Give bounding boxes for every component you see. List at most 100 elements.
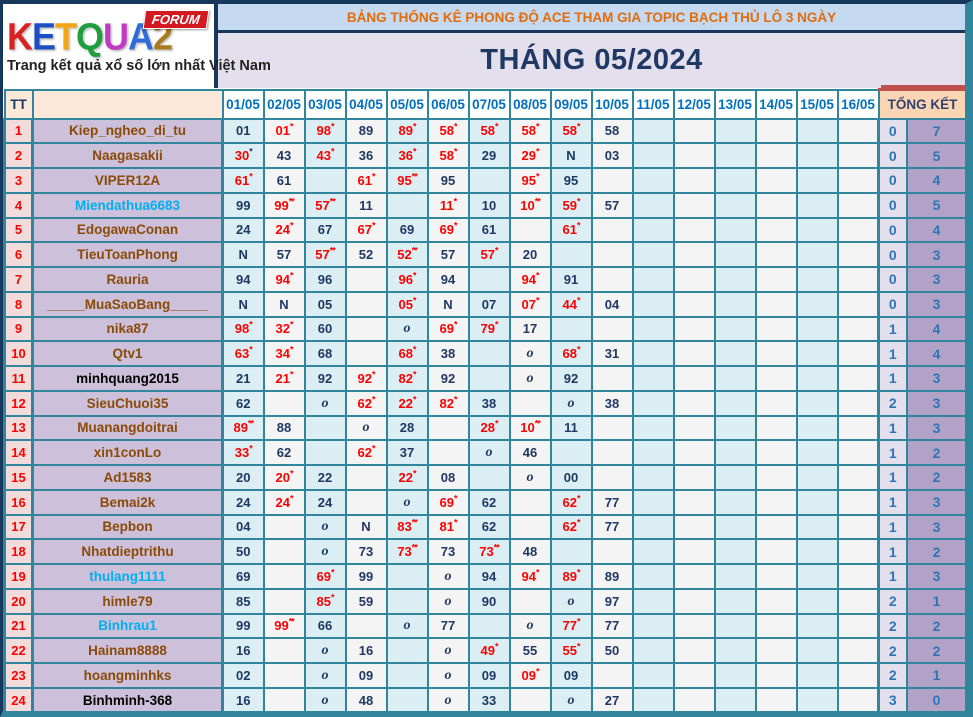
member-name[interactable]: thulang1111: [31, 563, 224, 590]
day-cell[interactable]: 09*: [508, 662, 552, 689]
day-cell[interactable]: [836, 340, 880, 367]
day-cell[interactable]: 77*: [549, 612, 593, 640]
day-cell[interactable]: o: [426, 662, 470, 689]
day-cell[interactable]: [508, 513, 552, 541]
day-cell[interactable]: N: [262, 290, 306, 318]
col-header-total[interactable]: TỔNG KẾT: [877, 88, 965, 120]
day-cell[interactable]: [508, 389, 552, 417]
day-cell[interactable]: [631, 266, 675, 293]
day-cell[interactable]: 38: [467, 389, 511, 417]
day-cell[interactable]: 60: [303, 315, 347, 343]
day-cell[interactable]: [795, 216, 839, 244]
day-cell[interactable]: 62*: [344, 439, 388, 466]
day-cell[interactable]: 33*: [221, 439, 265, 466]
day-cell[interactable]: 24*: [262, 216, 306, 244]
day-cell[interactable]: [672, 142, 716, 169]
day-cell[interactable]: 48: [508, 538, 552, 565]
day-cell[interactable]: [713, 513, 757, 541]
day-cell[interactable]: [549, 241, 593, 268]
day-cell[interactable]: N: [549, 142, 593, 169]
day-cell[interactable]: 04: [590, 290, 634, 318]
day-cell[interactable]: [631, 389, 675, 417]
member-name[interactable]: Binhminh-368: [31, 686, 224, 711]
day-cell[interactable]: [344, 315, 388, 343]
day-cell[interactable]: [344, 612, 388, 640]
day-cell[interactable]: [262, 686, 306, 711]
total-hit-cell[interactable]: 1: [877, 488, 908, 516]
day-cell[interactable]: 24*: [262, 488, 306, 516]
member-name[interactable]: hoangminhks: [31, 662, 224, 689]
col-header-date[interactable]: 09/05: [549, 88, 593, 120]
day-cell[interactable]: [836, 464, 880, 491]
total-score-cell[interactable]: 0: [905, 686, 965, 711]
day-cell[interactable]: 92: [303, 365, 347, 392]
day-cell[interactable]: [795, 439, 839, 466]
day-cell[interactable]: [672, 315, 716, 343]
total-score-cell[interactable]: 2: [905, 612, 965, 640]
day-cell[interactable]: 89: [344, 117, 388, 145]
day-cell[interactable]: [754, 216, 798, 244]
day-cell[interactable]: o: [385, 612, 429, 640]
col-header-date[interactable]: 01/05: [221, 88, 265, 120]
day-cell[interactable]: [672, 191, 716, 219]
day-cell[interactable]: [672, 414, 716, 442]
day-cell[interactable]: 89*: [385, 117, 429, 145]
day-cell[interactable]: 59*: [549, 191, 593, 219]
day-cell[interactable]: [590, 414, 634, 442]
total-hit-cell[interactable]: 0: [877, 241, 908, 268]
day-cell[interactable]: 24: [221, 488, 265, 516]
day-cell[interactable]: [262, 513, 306, 541]
day-cell[interactable]: [754, 266, 798, 293]
day-cell[interactable]: 59: [344, 587, 388, 615]
day-cell[interactable]: [836, 414, 880, 442]
day-cell[interactable]: [754, 439, 798, 466]
day-cell[interactable]: [672, 439, 716, 466]
day-cell[interactable]: 99: [344, 563, 388, 590]
day-cell[interactable]: 57: [426, 241, 470, 268]
day-cell[interactable]: 34*: [262, 340, 306, 367]
day-cell[interactable]: [795, 662, 839, 689]
day-cell[interactable]: [754, 612, 798, 640]
day-cell[interactable]: o: [549, 686, 593, 711]
day-cell[interactable]: [836, 365, 880, 392]
day-cell[interactable]: [795, 686, 839, 711]
day-cell[interactable]: 95*: [508, 167, 552, 194]
day-cell[interactable]: 94: [467, 563, 511, 590]
day-cell[interactable]: [549, 315, 593, 343]
col-header-date[interactable]: 08/05: [508, 88, 552, 120]
day-cell[interactable]: [631, 365, 675, 392]
day-cell[interactable]: [631, 488, 675, 516]
day-cell[interactable]: [385, 563, 429, 590]
day-cell[interactable]: [836, 266, 880, 293]
day-cell[interactable]: [836, 191, 880, 219]
day-cell[interactable]: [672, 216, 716, 244]
day-cell[interactable]: 61: [467, 216, 511, 244]
day-cell[interactable]: [713, 686, 757, 711]
day-cell[interactable]: 02: [221, 662, 265, 689]
day-cell[interactable]: 69: [221, 563, 265, 590]
day-cell[interactable]: o: [426, 637, 470, 664]
member-name[interactable]: Rauria: [31, 266, 224, 293]
day-cell[interactable]: [590, 266, 634, 293]
day-cell[interactable]: [754, 686, 798, 711]
day-cell[interactable]: 31: [590, 340, 634, 367]
total-score-cell[interactable]: 1: [905, 662, 965, 689]
total-score-cell[interactable]: 5: [905, 142, 965, 169]
day-cell[interactable]: o: [549, 389, 593, 417]
day-cell[interactable]: 20: [508, 241, 552, 268]
total-hit-cell[interactable]: 1: [877, 365, 908, 392]
total-hit-cell[interactable]: 0: [877, 117, 908, 145]
total-hit-cell[interactable]: 0: [877, 216, 908, 244]
day-cell[interactable]: [631, 142, 675, 169]
day-cell[interactable]: 09: [549, 662, 593, 689]
member-name[interactable]: minhquang2015: [31, 365, 224, 392]
day-cell[interactable]: [713, 637, 757, 664]
day-cell[interactable]: 30*: [221, 142, 265, 169]
total-score-cell[interactable]: 2: [905, 464, 965, 491]
day-cell[interactable]: 57: [590, 191, 634, 219]
day-cell[interactable]: [262, 587, 306, 615]
day-cell[interactable]: [344, 290, 388, 318]
day-cell[interactable]: [795, 266, 839, 293]
member-name[interactable]: xin1conLo: [31, 439, 224, 466]
day-cell[interactable]: [713, 389, 757, 417]
